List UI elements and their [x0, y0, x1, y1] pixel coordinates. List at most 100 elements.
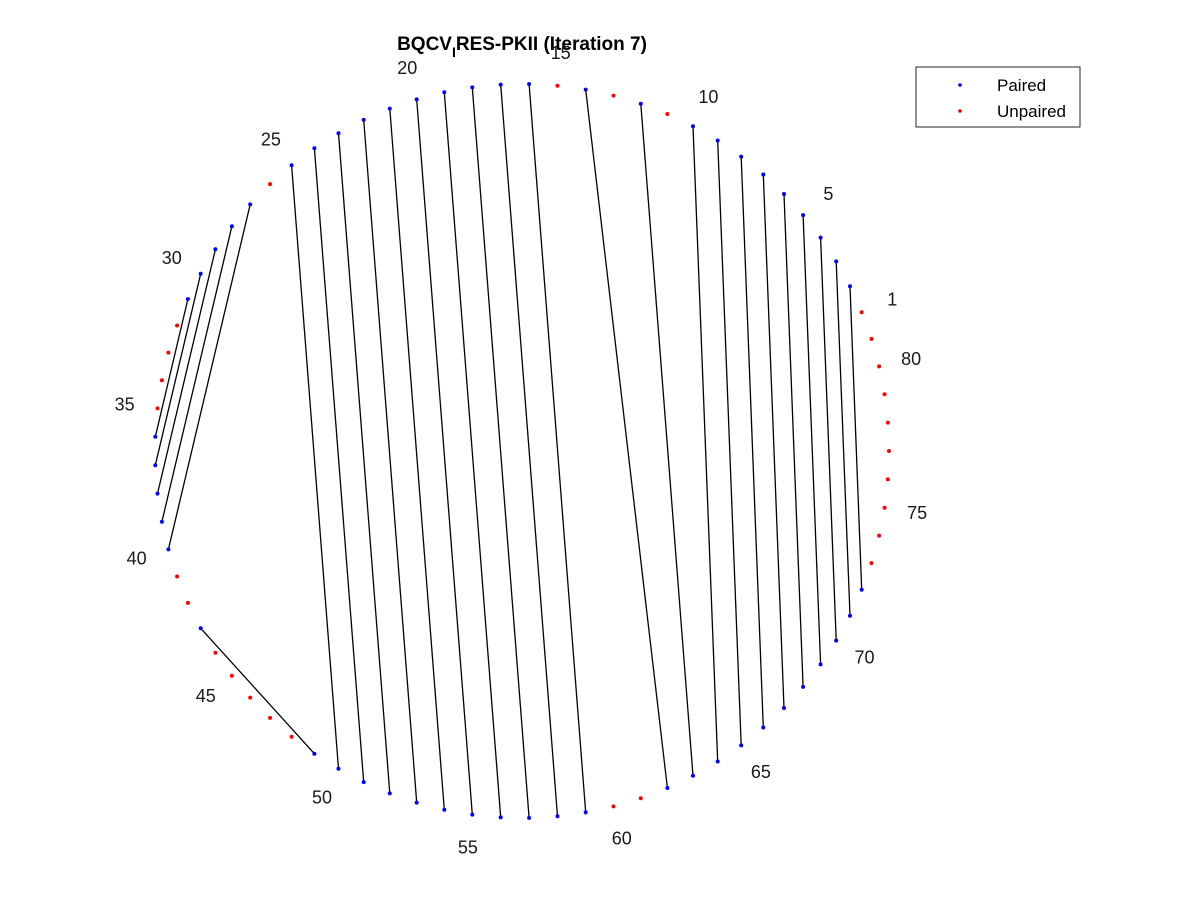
paired-nucleotide-5 — [801, 213, 806, 218]
paired-nucleotide-70 — [834, 638, 839, 643]
paired-nucleotide-59 — [583, 810, 588, 815]
unpaired-nucleotide-73 — [869, 561, 874, 566]
pair-line-17-58 — [500, 84, 559, 817]
unpaired-nucleotide-34 — [159, 378, 164, 383]
index-label-50: 50 — [312, 787, 332, 807]
pair-line-5-69 — [802, 215, 822, 665]
pair-line-27-40 — [167, 204, 251, 550]
index-label-1: 1 — [887, 290, 897, 310]
legend-box — [915, 66, 1081, 128]
unpaired-nucleotide-81 — [869, 336, 874, 341]
index-label-25: 25 — [261, 130, 281, 150]
index-label-75: 75 — [907, 503, 927, 523]
paired-nucleotide-16 — [527, 82, 532, 87]
paired-nucleotide-62 — [665, 786, 670, 790]
paired-nucleotide-68 — [801, 684, 806, 689]
paired-nucleotide-64 — [715, 759, 720, 764]
paired-nucleotide-37 — [153, 463, 158, 468]
paired-nucleotide-52 — [387, 791, 392, 796]
index-label-35: 35 — [115, 395, 135, 415]
paired-nucleotide-19 — [442, 90, 447, 95]
legend-unpaired-label: Unpaired — [997, 102, 1066, 121]
paired-nucleotide-21 — [387, 106, 392, 111]
paired-nucleotide-18 — [470, 85, 475, 90]
paired-nucleotide-10 — [691, 124, 695, 129]
unpaired-nucleotide-48 — [289, 734, 294, 739]
unpaired-nucleotide-75 — [882, 505, 887, 510]
pair-line-18-57 — [471, 87, 530, 818]
pair-line-8-66 — [740, 156, 764, 728]
paired-nucleotide-72 — [859, 587, 864, 592]
unpaired-nucleotide-1 — [859, 310, 864, 315]
unpaired-nucleotide-32 — [175, 323, 180, 328]
pair-line-30-37 — [154, 273, 202, 466]
paired-nucleotide-67 — [782, 706, 786, 710]
pair-line-3-71 — [835, 261, 851, 616]
index-label-60: 60 — [612, 828, 632, 848]
paired-nucleotide-7 — [761, 172, 766, 177]
pair-line-23-52 — [337, 133, 391, 794]
paired-nucleotide-51 — [361, 780, 366, 785]
paired-nucleotide-9 — [715, 138, 720, 143]
nucleotide-points — [153, 82, 891, 820]
paired-nucleotide-14 — [583, 87, 588, 92]
unpaired-nucleotide-77 — [887, 449, 891, 453]
paired-nucleotide-55 — [470, 812, 475, 817]
paired-nucleotide-50 — [336, 766, 341, 771]
pair-line-2-72 — [849, 286, 863, 590]
index-label-10: 10 — [698, 87, 718, 107]
pair-line-4-70 — [819, 237, 837, 641]
index-label-55: 55 — [458, 837, 478, 857]
index-label-70: 70 — [854, 648, 874, 668]
unpaired-nucleotide-26 — [268, 182, 273, 187]
paired-nucleotide-17 — [498, 82, 503, 87]
paired-nucleotide-38 — [155, 491, 160, 496]
title-suffix: RES-PKII (Iteration 7) — [456, 34, 647, 55]
paired-nucleotide-69 — [818, 662, 823, 667]
pair-line-29-38 — [156, 249, 217, 494]
paired-nucleotide-54 — [442, 807, 447, 812]
unpaired-nucleotide-78 — [885, 420, 890, 425]
index-label-80: 80 — [901, 349, 921, 369]
paired-nucleotide-28 — [229, 224, 234, 229]
paired-nucleotide-58 — [555, 814, 560, 819]
paired-nucleotide-27 — [248, 202, 253, 207]
unpaired-nucleotide-61 — [638, 796, 643, 801]
unpaired-nucleotide-60 — [611, 804, 616, 809]
pair-line-14-62 — [585, 89, 669, 789]
paired-nucleotide-66 — [761, 725, 766, 730]
index-label-45: 45 — [196, 686, 216, 706]
pair-line-9-65 — [717, 140, 742, 746]
pair-line-12-63 — [640, 103, 694, 776]
unpaired-nucleotide-76 — [885, 477, 890, 482]
paired-nucleotide-39 — [159, 519, 164, 524]
index-label-30: 30 — [162, 248, 182, 268]
paired-nucleotide-53 — [414, 800, 419, 805]
paired-nucleotide-57 — [527, 815, 532, 820]
pair-line-25-50 — [290, 165, 340, 769]
unpaired-nucleotide-15 — [555, 83, 560, 88]
paired-nucleotide-2 — [848, 284, 852, 289]
index-label-20: 20 — [397, 58, 417, 78]
plot-title: BQCVIRES-PKII (Iteration 7) — [397, 34, 647, 60]
paired-nucleotide-22 — [361, 117, 366, 122]
paired-nucleotide-23 — [336, 131, 341, 136]
index-label-15: 15 — [551, 43, 571, 63]
paired-nucleotide-31 — [185, 297, 190, 302]
paired-nucleotide-3 — [834, 259, 839, 264]
paired-nucleotide-71 — [848, 613, 852, 618]
unpaired-nucleotide-33 — [166, 350, 171, 355]
pair-line-7-67 — [762, 174, 785, 709]
pair-lines — [154, 84, 863, 818]
paired-nucleotide-43 — [198, 626, 203, 631]
legend-paired-marker — [958, 83, 962, 87]
legend-paired-label: Paired — [997, 76, 1046, 95]
pair-line-20-55 — [416, 99, 473, 815]
paired-nucleotide-12 — [638, 101, 643, 106]
paired-nucleotide-56 — [498, 815, 503, 820]
pair-line-19-56 — [443, 92, 502, 818]
paired-nucleotide-30 — [198, 271, 203, 276]
unpaired-nucleotide-42 — [185, 600, 190, 605]
paired-nucleotide-40 — [166, 547, 171, 552]
